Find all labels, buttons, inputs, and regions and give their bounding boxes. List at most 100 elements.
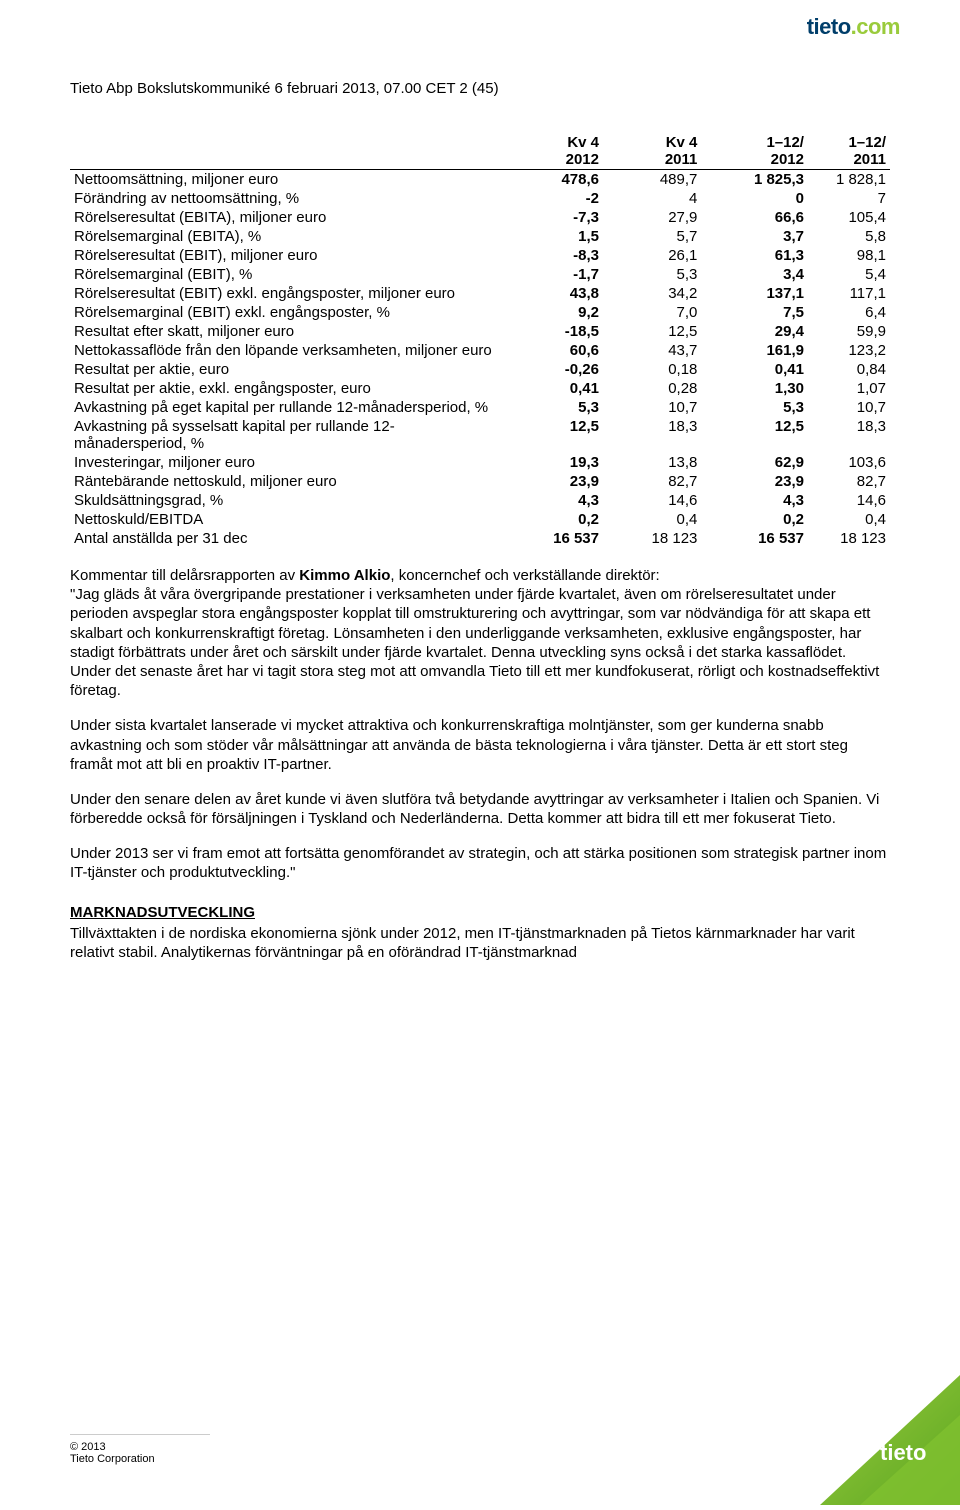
- col-header-3-top: 1–12/: [766, 134, 804, 151]
- row-value: 18,3: [603, 417, 701, 453]
- row-value: 34,2: [603, 284, 701, 303]
- row-label: Skuldsättningsgrad, %: [70, 491, 496, 510]
- row-value: 14,6: [808, 491, 890, 510]
- row-value: 0,18: [603, 360, 701, 379]
- row-value: 10,7: [808, 398, 890, 417]
- row-value: 43,8: [496, 284, 603, 303]
- row-value: 6,4: [808, 303, 890, 322]
- row-label: Rörelsemarginal (EBITA), %: [70, 227, 496, 246]
- table-row: Resultat per aktie, euro-0,260,180,410,8…: [70, 360, 890, 379]
- row-value: 0,2: [496, 510, 603, 529]
- row-label: Rörelsemarginal (EBIT), %: [70, 265, 496, 284]
- row-value: -0,26: [496, 360, 603, 379]
- row-value: 137,1: [701, 284, 808, 303]
- row-label: Rörelseresultat (EBIT), miljoner euro: [70, 246, 496, 265]
- row-value: 61,3: [701, 246, 808, 265]
- row-value: 5,7: [603, 227, 701, 246]
- row-value: 123,2: [808, 341, 890, 360]
- row-value: 23,9: [701, 472, 808, 491]
- row-value: 0,41: [701, 360, 808, 379]
- row-label: Antal anställda per 31 dec: [70, 529, 496, 548]
- tieto-triangle-icon: tieto: [790, 1375, 960, 1505]
- row-value: 43,7: [603, 341, 701, 360]
- header-doc: Bokslutskommuniké 6 februari 2013, 07.00…: [137, 80, 455, 97]
- row-value: 14,6: [603, 491, 701, 510]
- row-value: 16 537: [701, 529, 808, 548]
- row-value: 98,1: [808, 246, 890, 265]
- logo-top: tieto.com: [807, 14, 900, 40]
- row-label: Resultat per aktie, exkl. engångsposter,…: [70, 379, 496, 398]
- commentary-intro-prefix: Kommentar till delårsrapporten av: [70, 567, 299, 584]
- commentary-block: Kommentar till delårsrapporten av Kimmo …: [70, 566, 890, 962]
- row-value: 82,7: [808, 472, 890, 491]
- table-row: Investeringar, miljoner euro19,313,862,9…: [70, 453, 890, 472]
- row-value: 489,7: [603, 170, 701, 190]
- commentary-p4: Under 2013 ser vi fram emot att fortsätt…: [70, 844, 890, 882]
- row-value: 5,3: [701, 398, 808, 417]
- row-value: 66,6: [701, 208, 808, 227]
- row-value: 5,8: [808, 227, 890, 246]
- col-header-3: 1–12/ 2012: [701, 133, 808, 170]
- row-value: 4,3: [496, 491, 603, 510]
- row-value: 60,6: [496, 341, 603, 360]
- section-heading-marknad: MARKNADSUTVECKLING: [70, 903, 890, 922]
- row-value: 103,6: [808, 453, 890, 472]
- row-value: 478,6: [496, 170, 603, 190]
- row-value: 1,30: [701, 379, 808, 398]
- row-value: 0,4: [603, 510, 701, 529]
- row-label: Rörelseresultat (EBIT) exkl. engångspost…: [70, 284, 496, 303]
- svg-text:tieto: tieto: [880, 1440, 926, 1465]
- header-page: 2 (45): [459, 80, 498, 97]
- table-row: Avkastning på eget kapital per rullande …: [70, 398, 890, 417]
- row-value: 4,3: [701, 491, 808, 510]
- row-value: 23,9: [496, 472, 603, 491]
- row-value: 7: [808, 189, 890, 208]
- logo-bottom: tieto: [790, 1375, 960, 1505]
- table-row: Nettoomsättning, miljoner euro478,6489,7…: [70, 170, 890, 190]
- commentary-p5: Tillväxttakten i de nordiska ekonomierna…: [70, 924, 890, 962]
- table-row: Skuldsättningsgrad, %4,314,64,314,6: [70, 491, 890, 510]
- table-row: Antal anställda per 31 dec16 53718 12316…: [70, 529, 890, 548]
- row-value: 18 123: [603, 529, 701, 548]
- footer-copyright: © 2013: [70, 1441, 210, 1453]
- row-label: Nettoomsättning, miljoner euro: [70, 170, 496, 190]
- row-value: 0,28: [603, 379, 701, 398]
- table-row: Rörelseresultat (EBIT) exkl. engångspost…: [70, 284, 890, 303]
- financial-table: Kv 4 2012 Kv 4 2011 1–12/ 2012 1–12/ 201…: [70, 133, 890, 548]
- row-value: 3,7: [701, 227, 808, 246]
- col-header-2-bot: 2011: [665, 151, 698, 168]
- col-header-3-bot: 2012: [771, 151, 804, 168]
- row-label: Investeringar, miljoner euro: [70, 453, 496, 472]
- col-header-2-top: Kv 4: [666, 134, 698, 151]
- row-value: -8,3: [496, 246, 603, 265]
- row-value: 0,41: [496, 379, 603, 398]
- row-label: Resultat efter skatt, miljoner euro: [70, 322, 496, 341]
- row-value: 13,8: [603, 453, 701, 472]
- row-value: 0,84: [808, 360, 890, 379]
- col-header-4-top: 1–12/: [848, 134, 886, 151]
- row-label: Räntebärande nettoskuld, miljoner euro: [70, 472, 496, 491]
- col-header-1-top: Kv 4: [567, 134, 599, 151]
- col-header-1-bot: 2012: [566, 151, 599, 168]
- row-label: Rörelsemarginal (EBIT) exkl. engångspost…: [70, 303, 496, 322]
- col-header-4: 1–12/ 2011: [808, 133, 890, 170]
- row-value: 1,5: [496, 227, 603, 246]
- row-value: 12,5: [603, 322, 701, 341]
- row-value: 105,4: [808, 208, 890, 227]
- row-value: 5,4: [808, 265, 890, 284]
- table-row: Förändring av nettoomsättning, %-2407: [70, 189, 890, 208]
- row-label: Förändring av nettoomsättning, %: [70, 189, 496, 208]
- row-value: 19,3: [496, 453, 603, 472]
- logo-tieto-text: tieto: [807, 14, 851, 39]
- table-row: Rörelsemarginal (EBIT) exkl. engångspost…: [70, 303, 890, 322]
- row-value: 4: [603, 189, 701, 208]
- table-header-blank: [70, 133, 496, 170]
- row-value: 117,1: [808, 284, 890, 303]
- row-value: 161,9: [701, 341, 808, 360]
- commentary-p2: Under sista kvartalet lanserade vi mycke…: [70, 716, 890, 774]
- row-label: Nettoskuld/EBITDA: [70, 510, 496, 529]
- logo-dotcom-text: .com: [851, 14, 900, 39]
- table-row: Rörelseresultat (EBITA), miljoner euro-7…: [70, 208, 890, 227]
- col-header-1: Kv 4 2012: [496, 133, 603, 170]
- row-value: 5,3: [603, 265, 701, 284]
